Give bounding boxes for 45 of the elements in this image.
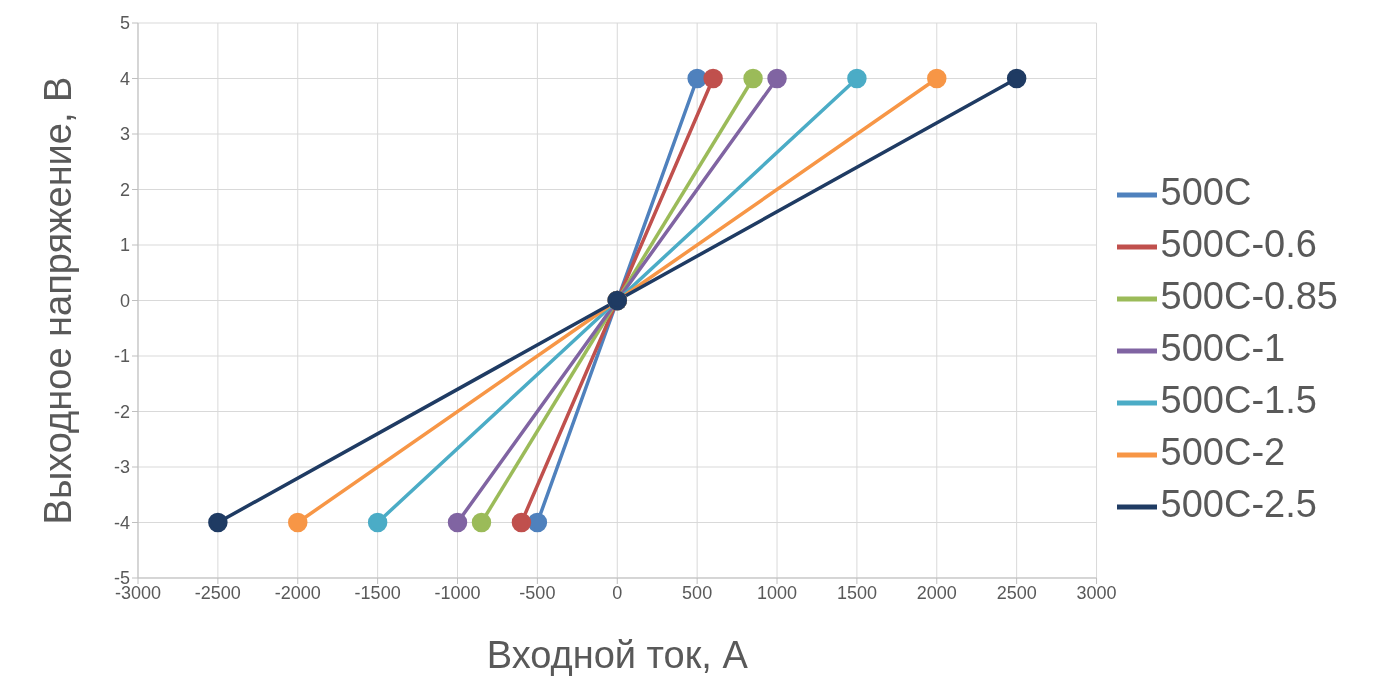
point bbox=[511, 512, 532, 533]
point bbox=[471, 512, 492, 533]
point bbox=[847, 68, 867, 89]
x-tick-label: -2000 bbox=[274, 582, 321, 603]
x-axis-title: Входной ток, А bbox=[486, 634, 749, 676]
point bbox=[703, 68, 723, 89]
legend-label: 500C-1.5 bbox=[1160, 379, 1317, 421]
x-tick-label: 2500 bbox=[996, 582, 1037, 603]
legend-label: 500C-0.85 bbox=[1160, 275, 1338, 317]
x-tick-label: -500 bbox=[519, 582, 556, 603]
y-tick-label: 3 bbox=[119, 124, 130, 145]
x-tick-label: 1500 bbox=[836, 582, 877, 603]
point bbox=[687, 68, 707, 89]
point bbox=[767, 68, 787, 89]
legend-label: 500C-1 bbox=[1160, 327, 1286, 369]
y-tick-label: 0 bbox=[119, 290, 130, 311]
x-tick-label: -2500 bbox=[194, 582, 241, 603]
y-tick-label: 2 bbox=[119, 179, 130, 200]
x-tick-label: 0 bbox=[612, 582, 623, 603]
x-tick-label: 500 bbox=[682, 582, 713, 603]
y-tick-label: 1 bbox=[119, 235, 130, 256]
x-tick-label: -1000 bbox=[434, 582, 481, 603]
point bbox=[447, 512, 468, 533]
legend-label: 500C-0.6 bbox=[1160, 223, 1317, 265]
point bbox=[288, 512, 308, 533]
x-tick-label: 2000 bbox=[916, 582, 957, 603]
point bbox=[527, 512, 548, 533]
y-tick-label: -3 bbox=[113, 457, 130, 478]
x-tick-label: 1000 bbox=[757, 582, 798, 603]
y-tick-label: 5 bbox=[119, 13, 130, 34]
y-tick-label: -4 bbox=[113, 512, 130, 533]
y-tick-label: -1 bbox=[113, 346, 130, 367]
y-axis-title: Выходное напряжение, В bbox=[37, 76, 80, 525]
legend-label: 500C bbox=[1160, 171, 1252, 213]
legend-label: 500C-2.5 bbox=[1160, 483, 1317, 525]
point bbox=[1006, 68, 1027, 89]
y-tick-label: 4 bbox=[119, 68, 130, 89]
point bbox=[367, 512, 388, 533]
y-tick-label: -2 bbox=[113, 401, 130, 422]
point bbox=[208, 512, 228, 533]
point bbox=[927, 68, 947, 89]
point bbox=[743, 68, 763, 89]
legend-label: 500C-2 bbox=[1160, 431, 1286, 473]
x-tick-label: -1500 bbox=[354, 582, 401, 603]
x-tick-label: 3000 bbox=[1076, 582, 1117, 603]
